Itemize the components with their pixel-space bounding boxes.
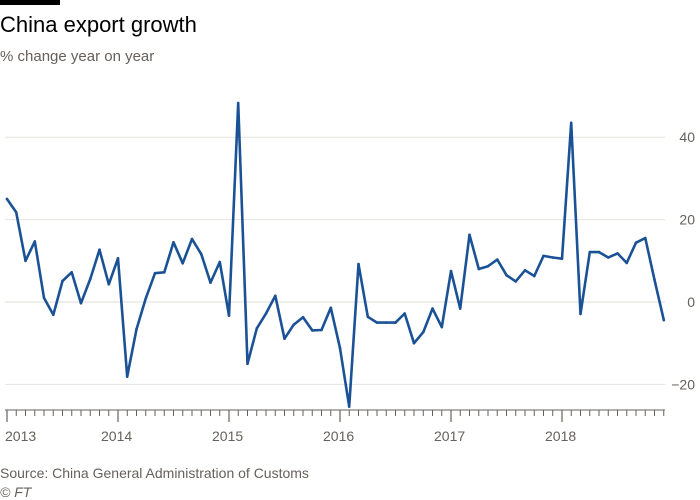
data-point — [625, 261, 628, 265]
x-tick-label: 2014 — [101, 428, 132, 444]
data-point — [588, 250, 592, 254]
data-point — [89, 277, 92, 281]
data-point — [542, 254, 545, 258]
chart-title: China export growth — [0, 12, 197, 37]
data-point — [14, 210, 18, 214]
data-point — [98, 248, 101, 251]
data-point — [24, 259, 27, 263]
data-point — [449, 269, 453, 273]
x-tick-label: 2015 — [212, 428, 243, 444]
data-point — [616, 252, 619, 255]
data-point — [422, 330, 425, 334]
y-tick-label: −20 — [671, 376, 695, 392]
data-point — [236, 101, 240, 105]
data-point — [496, 258, 499, 261]
data-point — [61, 279, 64, 283]
data-point — [116, 257, 120, 260]
data-point — [5, 197, 9, 201]
data-point — [394, 321, 397, 324]
data-point — [301, 315, 305, 319]
data-point — [144, 297, 148, 300]
data-point — [255, 327, 259, 330]
data-point — [569, 121, 573, 125]
data-point — [329, 306, 333, 310]
data-point — [125, 375, 129, 378]
data-point — [644, 236, 647, 240]
data-point — [172, 241, 175, 244]
data-point — [412, 341, 416, 345]
data-point — [403, 312, 407, 315]
series-line — [5, 101, 666, 408]
data-point — [311, 329, 314, 332]
data-point — [431, 307, 434, 310]
data-point — [579, 312, 582, 316]
line-chart: 40 20 0 −20 2013 2014 2015 2016 2017 2018 — [5, 101, 695, 444]
x-tick-label: 2018 — [545, 428, 576, 444]
data-point — [52, 313, 55, 317]
data-point — [227, 314, 231, 317]
y-tick-label: 20 — [679, 212, 695, 228]
data-point — [662, 318, 666, 322]
x-tick-label: 2013 — [5, 428, 36, 444]
data-point — [523, 269, 527, 272]
data-point — [366, 315, 370, 319]
data-point — [347, 405, 351, 408]
data-point — [338, 346, 342, 350]
credit-note: © FT — [0, 484, 32, 500]
data-point — [514, 280, 517, 283]
data-point — [597, 250, 601, 254]
data-point — [505, 273, 508, 277]
data-point — [135, 327, 138, 331]
data-point — [375, 321, 379, 324]
data-point — [200, 252, 203, 256]
data-point — [357, 262, 360, 266]
data-point — [653, 278, 656, 282]
data-point — [320, 328, 323, 332]
data-point — [283, 337, 286, 341]
data-point — [218, 260, 222, 264]
data-point — [246, 362, 249, 366]
data-point — [70, 271, 73, 274]
brand-bar — [0, 0, 60, 5]
data-point — [79, 301, 83, 305]
data-point — [486, 264, 490, 268]
data-point — [181, 262, 184, 265]
data-point — [264, 312, 268, 315]
data-point — [458, 307, 462, 310]
data-point — [42, 296, 46, 300]
data-point — [209, 281, 212, 284]
data-point — [385, 321, 388, 324]
data-point — [107, 283, 111, 286]
data-point — [468, 233, 471, 237]
data-point — [477, 267, 481, 271]
data-point — [292, 323, 296, 327]
data-point — [533, 274, 536, 278]
y-tick-label: 0 — [687, 294, 695, 310]
x-tick-label: 2016 — [323, 428, 354, 444]
data-point — [607, 256, 610, 259]
chart-subtitle: % change year on year — [0, 48, 155, 65]
data-point — [190, 237, 194, 241]
data-point — [274, 294, 277, 298]
data-point — [634, 241, 638, 244]
data-point — [551, 256, 555, 259]
x-tick-label: 2017 — [434, 428, 465, 444]
data-point — [440, 325, 444, 329]
y-tick-label: 40 — [679, 129, 695, 145]
data-point — [33, 240, 37, 243]
data-point — [560, 257, 564, 261]
data-point — [153, 271, 157, 275]
data-point — [163, 271, 166, 274]
source-note: Source: China General Administration of … — [0, 465, 309, 481]
